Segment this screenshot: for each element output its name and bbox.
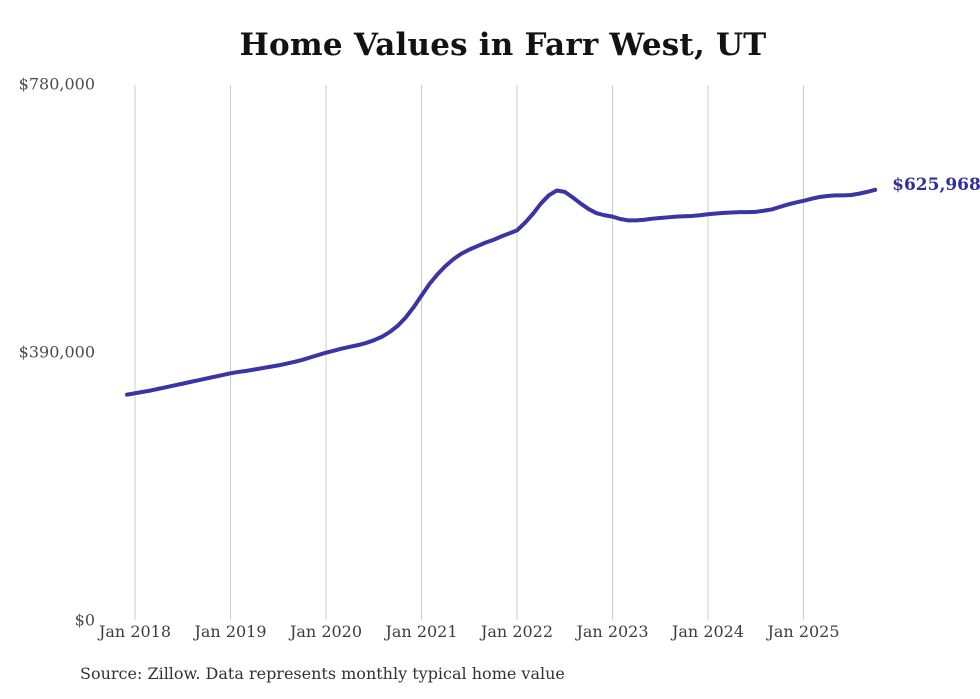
home-value-line (125, 187, 878, 397)
y-axis: $0 $390,000 $780,000 (0, 0, 95, 699)
x-tick-label: Jan 2020 (289, 622, 363, 641)
x-tick-label: Jan 2018 (98, 622, 172, 641)
chart-title: Home Values in Farr West, UT (239, 27, 767, 63)
x-axis: Jan 2018 Jan 2019 Jan 2020 Jan 2021 Jan 2022… (0, 622, 980, 646)
y-tick-label: $780,000 (18, 74, 95, 94)
x-tick-label: Jan 2022 (480, 622, 554, 641)
x-tick-label: Jan 2021 (385, 622, 458, 641)
x-tick-label: Jan 2023 (576, 622, 649, 641)
x-tick-label: Jan 2025 (767, 622, 840, 641)
current-value-label: $625,968 (892, 174, 980, 195)
source-note: Source: Zillow. Data represents monthly … (80, 664, 565, 683)
x-tick-label: Jan 2019 (194, 622, 267, 641)
x-tick-label: Jan 2024 (671, 622, 745, 641)
y-tick-label: $390,000 (18, 342, 95, 362)
y-tick-label: $0 (74, 610, 95, 630)
gridlines (134, 85, 804, 620)
